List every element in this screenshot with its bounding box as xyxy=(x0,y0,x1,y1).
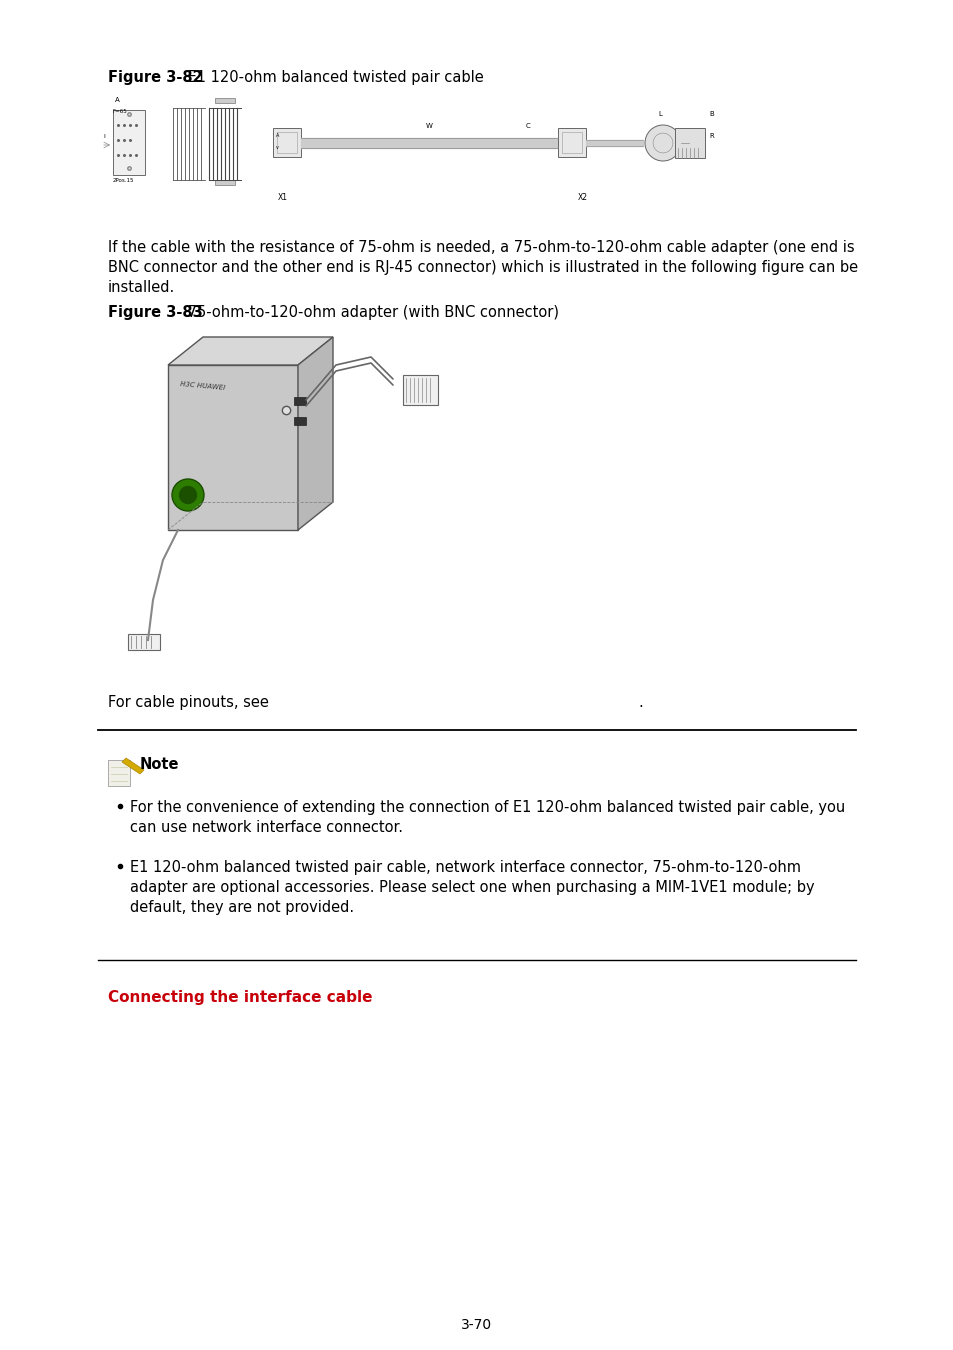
Text: R: R xyxy=(708,134,713,139)
Circle shape xyxy=(172,479,204,512)
Text: H3C HUAWEI: H3C HUAWEI xyxy=(180,381,225,392)
Text: Figure 3-83: Figure 3-83 xyxy=(108,305,203,320)
Text: A: A xyxy=(275,134,279,138)
Bar xyxy=(273,128,301,157)
Circle shape xyxy=(644,126,680,161)
Text: C: C xyxy=(525,123,530,130)
Text: F=65: F=65 xyxy=(112,109,128,113)
Text: .: . xyxy=(638,695,642,710)
Bar xyxy=(558,128,585,157)
Text: Connecting the interface cable: Connecting the interface cable xyxy=(108,990,372,1004)
Text: BNC connector and the other end is RJ-45 connector) which is illustrated in the : BNC connector and the other end is RJ-45… xyxy=(108,261,858,275)
Text: installed.: installed. xyxy=(108,279,175,296)
Polygon shape xyxy=(297,338,333,531)
Text: default, they are not provided.: default, they are not provided. xyxy=(130,900,354,915)
Text: E1 120-ohm balanced twisted pair cable: E1 120-ohm balanced twisted pair cable xyxy=(183,70,483,85)
Text: adapter are optional accessories. Please select one when purchasing a MIM-1VE1 m: adapter are optional accessories. Please… xyxy=(130,880,814,895)
Text: I: I xyxy=(103,134,105,139)
Text: B: B xyxy=(708,111,713,117)
Bar xyxy=(675,128,704,158)
Bar xyxy=(402,375,437,405)
Text: E1 120-ohm balanced twisted pair cable, network interface connector, 75-ohm-to-1: E1 120-ohm balanced twisted pair cable, … xyxy=(130,860,801,875)
Text: L: L xyxy=(658,111,661,117)
Polygon shape xyxy=(168,338,333,364)
Text: For cable pinouts, see: For cable pinouts, see xyxy=(108,695,269,710)
Circle shape xyxy=(179,486,196,504)
Text: v: v xyxy=(275,144,278,150)
Bar xyxy=(276,132,296,153)
Bar xyxy=(294,417,306,425)
Text: Note: Note xyxy=(140,757,179,772)
Polygon shape xyxy=(168,364,297,531)
Bar xyxy=(214,99,234,103)
Bar xyxy=(294,397,306,405)
Text: can use network interface connector.: can use network interface connector. xyxy=(130,819,402,836)
Text: 2Pos.15: 2Pos.15 xyxy=(112,178,134,184)
Text: X1: X1 xyxy=(277,193,288,202)
Text: 75-ohm-to-120-ohm adapter (with BNC connector): 75-ohm-to-120-ohm adapter (with BNC conn… xyxy=(183,305,558,320)
Text: X2: X2 xyxy=(578,193,587,202)
Text: W: W xyxy=(425,123,432,130)
Text: 3-70: 3-70 xyxy=(461,1318,492,1332)
Text: Figure 3-82: Figure 3-82 xyxy=(108,70,203,85)
Text: For the convenience of extending the connection of E1 120-ohm balanced twisted p: For the convenience of extending the con… xyxy=(130,801,844,815)
Text: A: A xyxy=(115,97,120,103)
Polygon shape xyxy=(122,757,144,774)
Bar xyxy=(561,132,581,153)
Text: If the cable with the resistance of 75-ohm is needed, a 75-ohm-to-120-ohm cable : If the cable with the resistance of 75-o… xyxy=(108,240,854,255)
Bar xyxy=(128,634,160,649)
Bar xyxy=(112,109,145,176)
Bar xyxy=(214,180,234,185)
Bar xyxy=(108,760,130,786)
